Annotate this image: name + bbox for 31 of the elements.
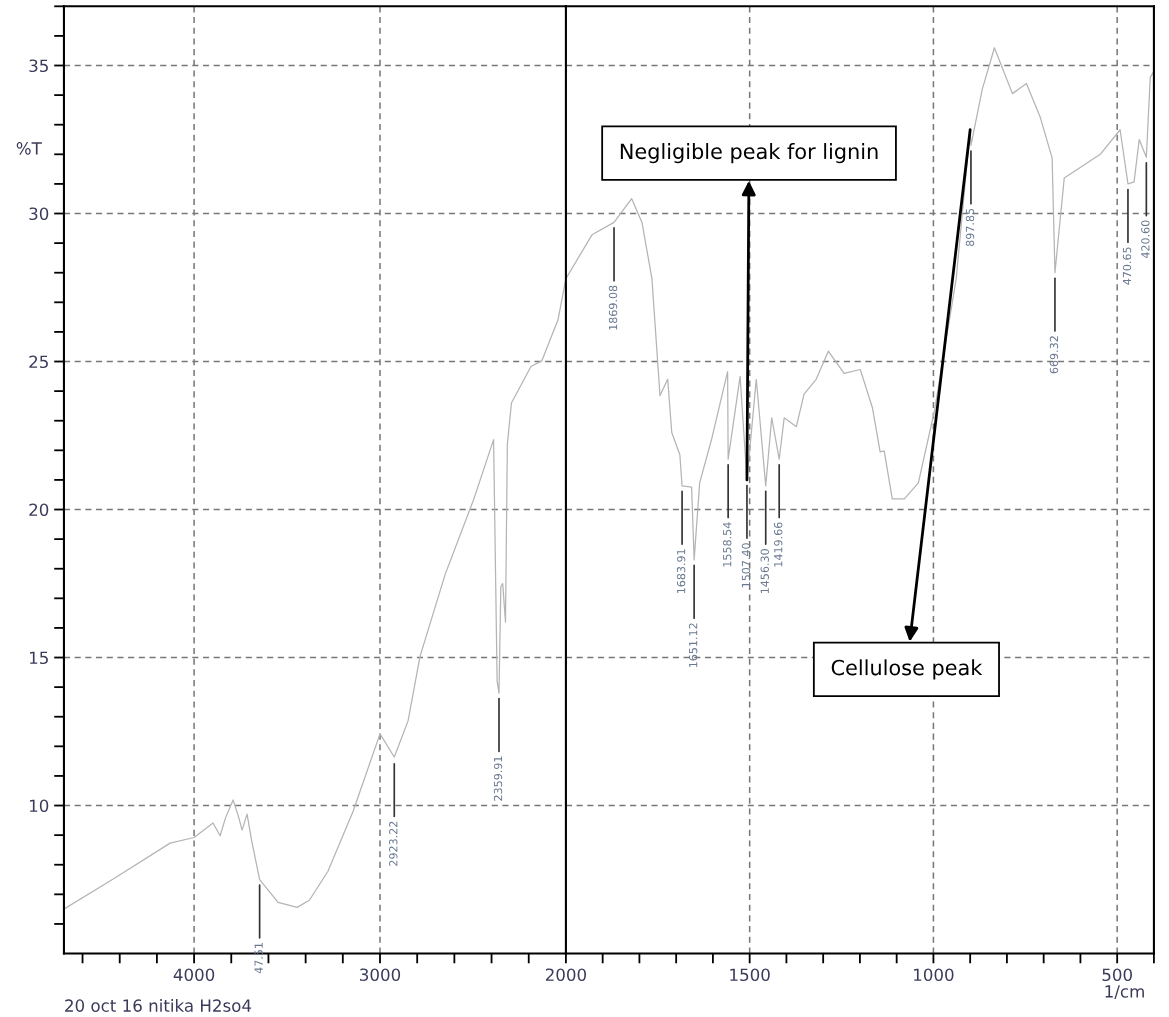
text: 20 oct 16 nitika H2so4 [65, 999, 252, 1012]
y-tick-label: 10 [29, 799, 49, 813]
x-tick-label: 2000 [545, 968, 587, 982]
x-axis-title: 1/cm [1105, 985, 1144, 1000]
y-axis-title: %T [16, 142, 42, 155]
annotation: 1419.66 [774, 522, 783, 567]
y-tick-label: 15 [29, 651, 48, 665]
y-tick-label: 35 [29, 59, 48, 73]
x-tick-label: 4000 [173, 968, 215, 982]
annotation: 420.60 [1141, 220, 1150, 259]
annotation: 1651.12 [688, 623, 698, 668]
annotation: 1456.30 [760, 549, 769, 594]
annotation: 2923.22 [389, 821, 398, 866]
annotation: 1558.54 [722, 522, 732, 567]
x-tick-label: 1500 [730, 968, 770, 982]
annotation: 897.85 [965, 208, 975, 247]
annotation: 2359.91 [493, 756, 503, 801]
y-tick-label: 25 [29, 355, 48, 369]
annotation: 470.65 [1122, 247, 1132, 285]
x-tick-label: 1000 [914, 968, 954, 982]
y-tick-label: 30 [29, 207, 49, 221]
annotation: 1507.40 [741, 543, 751, 588]
annotation: Negligible peak for lignin [620, 143, 878, 164]
annotation: Cellulose peak [831, 659, 983, 680]
x-tick-label: 500 [1102, 968, 1132, 982]
y-tick-label: 20 [29, 503, 49, 517]
annotation: 47.51 [254, 943, 263, 974]
annotation: 669.32 [1049, 336, 1059, 374]
x-tick-label: 3000 [360, 968, 401, 982]
annotation: 1869.08 [608, 285, 618, 330]
annotation: 1683.91 [676, 549, 686, 594]
